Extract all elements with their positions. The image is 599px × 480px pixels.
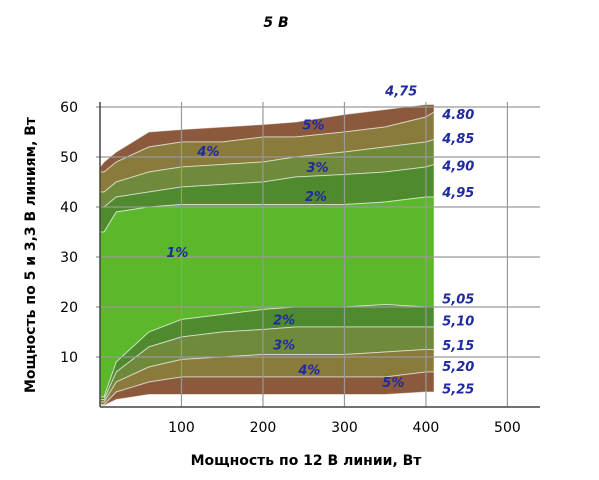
y-tick-label-3: 40 (60, 200, 78, 216)
region-label-8: 5% (382, 376, 404, 391)
x-tick-label-0: 100 (168, 420, 195, 436)
region-label-6: 3% (273, 339, 295, 354)
plot-area: 100 200 300 400 5001020304050605%4%3%2%1%2%3… (60, 85, 540, 436)
voltage-label-0: 4,75 (384, 85, 417, 100)
region-label-7: 4% (297, 364, 320, 379)
y-tick-label-4: 50 (60, 150, 78, 166)
y-tick-label-5: 60 (60, 100, 78, 116)
region-label-1: 4% (196, 145, 219, 160)
x-tick-label-2: 300 (331, 420, 358, 436)
y-axis-title: Мощность по 5 и 3,3 В линиям, Вт (23, 116, 39, 393)
region-label-2: 3% (307, 161, 329, 176)
voltage-label-2: 4,85 (441, 132, 474, 147)
region-label-3: 2% (305, 190, 327, 205)
voltage-label-4: 4,95 (441, 186, 474, 201)
x-axis-title: Мощность по 12 В линии, Вт (191, 453, 423, 469)
voltage-label-3: 4,90 (441, 160, 474, 175)
chart-title: 5 В (263, 15, 288, 31)
voltage-label-1: 4.80 (441, 108, 474, 123)
region-label-5: 2% (273, 314, 295, 329)
region-label-0: 5% (302, 119, 324, 134)
y-tick-label-0: 10 (60, 350, 78, 366)
x-tick-label-4: 500 (494, 420, 521, 436)
voltage-label-8: 5,20 (442, 360, 474, 375)
x-tick-label-3: 400 (413, 420, 440, 436)
voltage-label-6: 5,10 (442, 315, 474, 330)
y-tick-label-2: 30 (60, 250, 78, 266)
voltage-label-5: 5,05 (442, 293, 474, 308)
region-label-4: 1% (166, 246, 188, 261)
voltage-label-7: 5,15 (442, 339, 474, 354)
y-tick-label-1: 20 (60, 300, 78, 316)
x-tick-label-1: 200 (250, 420, 277, 436)
voltage-label-9: 5,25 (442, 383, 474, 398)
